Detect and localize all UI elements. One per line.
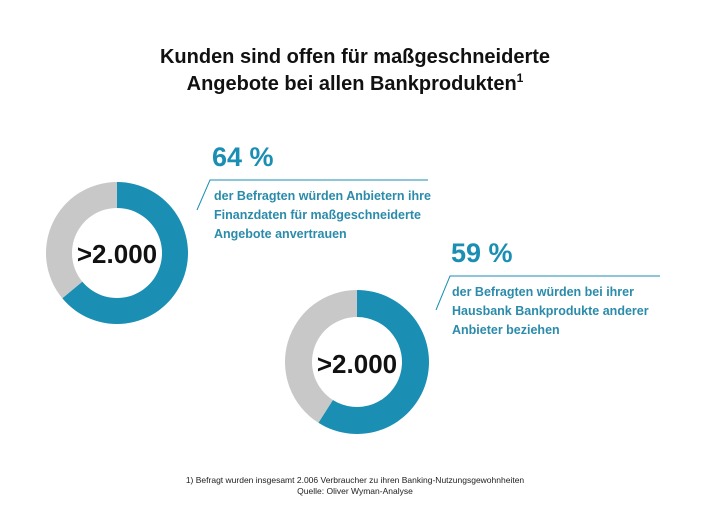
- description-1-line-1: der Befragten würden Anbietern ihre: [214, 189, 431, 203]
- title-line-2: Angebote bei allen Bankprodukten1: [0, 71, 710, 98]
- description-1-line-2: Finanzdaten für maßgeschneiderte: [214, 208, 421, 222]
- description-2: der Befragten würden bei ihrer Hausbank …: [452, 283, 649, 340]
- description-2-line-2: Hausbank Bankprodukte anderer: [452, 304, 649, 318]
- donut-chart-2: >2.000: [285, 290, 430, 434]
- donut-2-value-slice: [318, 290, 430, 434]
- footnote-marker: 1: [516, 71, 524, 85]
- description-2-line-3: Anbieter beziehen: [452, 323, 560, 337]
- donut-2-rest-slice: [285, 290, 357, 423]
- description-1: der Befragten würden Anbietern ihre Fina…: [214, 187, 431, 244]
- callout-line-1: [196, 179, 428, 211]
- callout-line-2: [435, 275, 660, 311]
- title-line-1: Kunden sind offen für maßgeschneiderte: [159, 46, 551, 68]
- donut-2-center-label: >2.000: [317, 349, 397, 379]
- percent-label-2: 59 %: [451, 238, 513, 268]
- donut-1-center-label: >2.000: [77, 239, 157, 269]
- description-1-line-3: Angebote anvertrauen: [214, 227, 347, 241]
- chart-title: Kunden sind offen für maßgeschneiderte A…: [0, 44, 710, 98]
- description-2-line-1: der Befragten würden bei ihrer: [452, 285, 634, 299]
- footnote: 1) Befragt wurden insgesamt 2.006 Verbra…: [0, 475, 710, 497]
- title-line-2-text: Angebote bei allen Bankprodukten: [186, 73, 517, 95]
- footnote-line-1: 1) Befragt wurden insgesamt 2.006 Verbra…: [185, 475, 525, 485]
- donut-1-value-slice: [62, 182, 188, 324]
- donut-1-rest-slice: [45, 182, 118, 299]
- donut-chart-1: >2.000: [45, 182, 188, 324]
- source-line: Quelle: Oliver Wyman-Analyse: [297, 486, 413, 496]
- percent-label-1: 64 %: [212, 142, 274, 172]
